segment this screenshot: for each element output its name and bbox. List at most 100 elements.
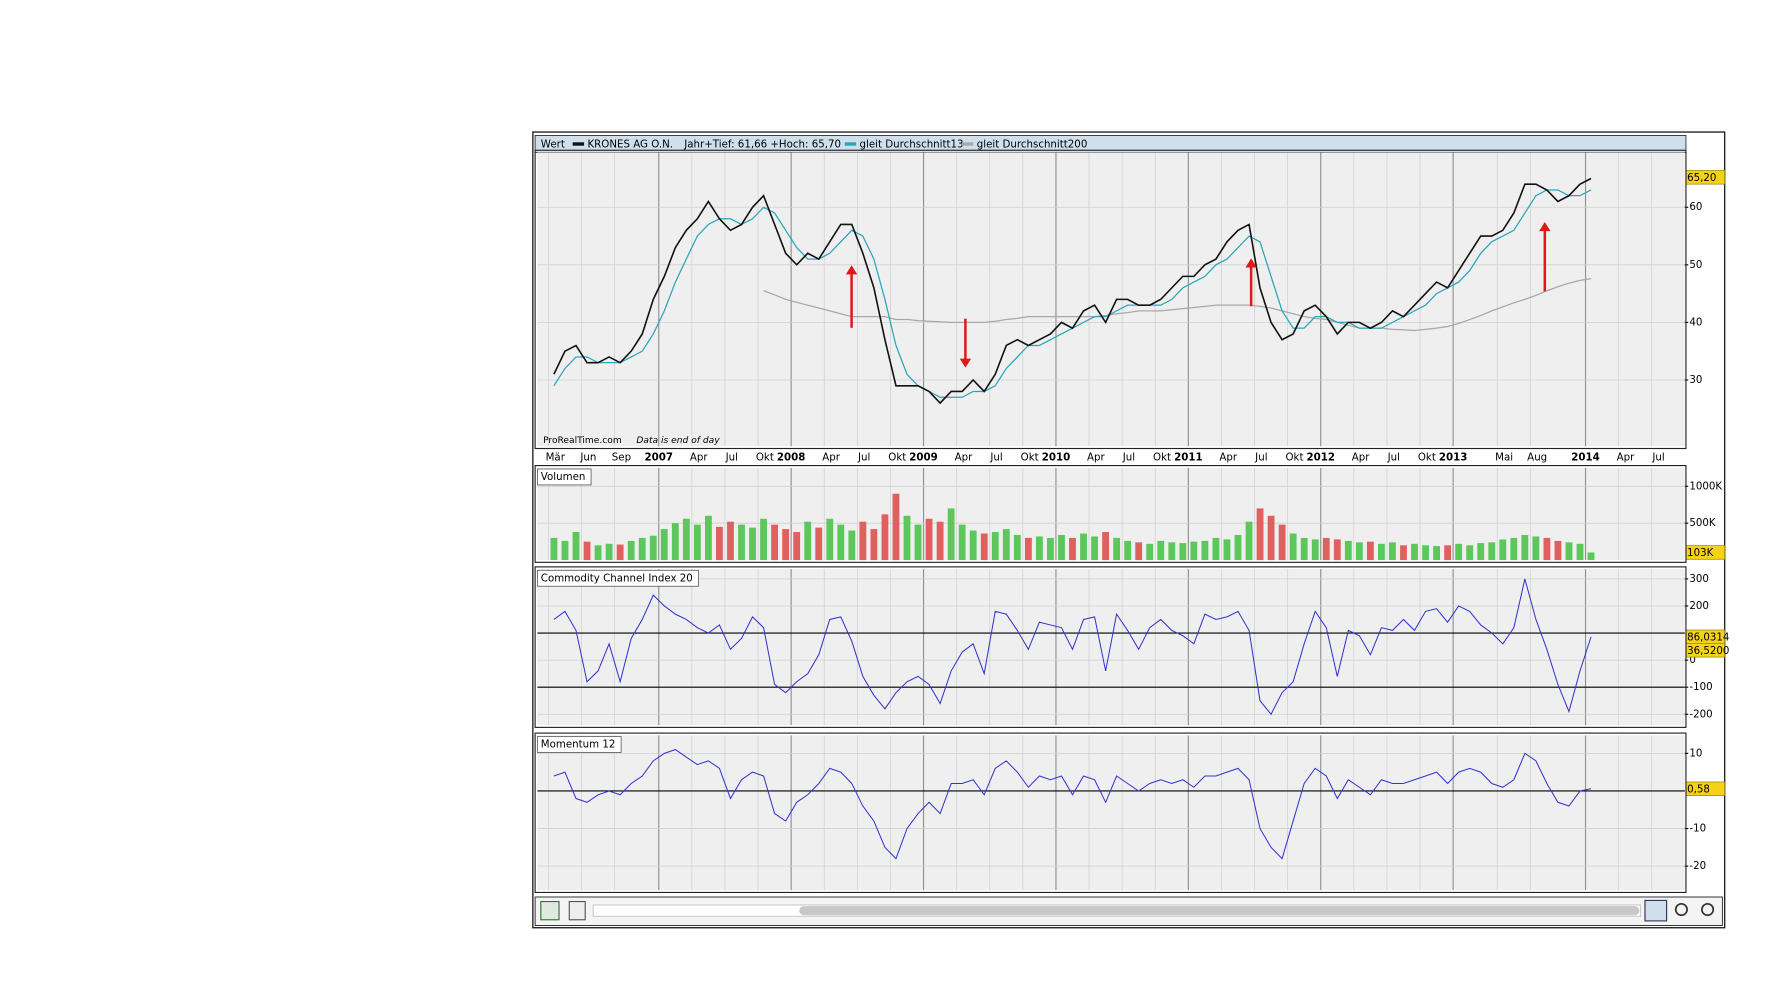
x-tick-label: Okt xyxy=(1021,452,1039,464)
x-tick-label: Apr xyxy=(690,452,708,464)
volume-bar xyxy=(1212,537,1220,561)
scrollbar-thumb[interactable] xyxy=(799,906,1640,916)
volume-bar xyxy=(1344,540,1352,561)
panel-title: Momentum 12 xyxy=(541,738,616,750)
y-tick-label: 10 xyxy=(1689,747,1702,759)
toolbar xyxy=(534,896,1723,926)
header-subtitle: Jahr+Tief: 61,66 +Hoch: 65,70 xyxy=(683,139,841,151)
x-tick-label: Mär xyxy=(546,452,566,464)
volume-bar xyxy=(1223,539,1231,561)
volume-bar xyxy=(1300,537,1308,561)
volume-bar xyxy=(1322,537,1330,561)
plot-frame xyxy=(534,732,1687,894)
value-tag-label: 0,58 xyxy=(1687,783,1710,795)
legend-swatch xyxy=(844,142,857,146)
volume-bar xyxy=(892,493,900,561)
y-tick-label: 300 xyxy=(1689,573,1709,585)
y-tick-label: 200 xyxy=(1689,600,1709,612)
legend-entry: KRONES AG O.N. xyxy=(587,139,673,151)
volume-bar xyxy=(693,524,701,561)
settings-icon[interactable] xyxy=(568,900,586,921)
chart-icon[interactable] xyxy=(540,900,560,921)
x-tick-label: Okt xyxy=(1285,452,1303,464)
x-tick-label: Jun xyxy=(579,452,596,464)
volume-bar xyxy=(958,524,966,561)
volume-bar xyxy=(1024,537,1032,561)
plot-frame xyxy=(534,465,1687,563)
volume-bar xyxy=(1124,540,1132,561)
volume-bar xyxy=(1565,542,1573,561)
volume-bar xyxy=(1466,545,1474,561)
volume-bar xyxy=(1069,537,1076,561)
volume-bar xyxy=(1389,542,1396,561)
x-tick-label: 2012 xyxy=(1306,452,1334,464)
volume-bar xyxy=(826,518,834,561)
volume-bar xyxy=(1234,534,1242,561)
volume-bar xyxy=(572,532,580,561)
plots: 30 40 50 60 65,20 1000K 500K 103K Volumen 300 200 0… xyxy=(534,139,1729,894)
volume-bar xyxy=(1543,537,1551,561)
zoom-in[interactable] xyxy=(1701,902,1715,917)
arrow-head xyxy=(1539,221,1551,232)
volume-bar xyxy=(1035,536,1043,561)
volume-bar xyxy=(859,521,867,561)
plot-area xyxy=(537,735,1685,891)
data-line xyxy=(553,177,1592,405)
volume-bar xyxy=(1587,552,1595,561)
data-line xyxy=(553,578,1592,716)
x-tick-label: Jul xyxy=(857,452,870,464)
y-tick-label: 50 xyxy=(1689,259,1702,271)
volume-bar xyxy=(1157,540,1165,561)
volume-bar xyxy=(1333,539,1341,561)
volume-bar xyxy=(1510,537,1518,561)
volume-bar xyxy=(1521,534,1529,561)
x-tick-label: Aug xyxy=(1527,452,1547,464)
volume-bar xyxy=(561,540,569,561)
volume-bar xyxy=(1013,534,1021,561)
volume-bar xyxy=(936,521,944,561)
volume-bar xyxy=(1400,545,1407,561)
volume-bar xyxy=(980,533,988,561)
x-tick-label: 2007 xyxy=(645,452,673,464)
x-tick-label: Apr xyxy=(822,452,840,464)
volume-bar xyxy=(1102,532,1110,561)
arrow-head xyxy=(845,265,858,275)
volume-bar xyxy=(1058,534,1065,561)
legend-swatch xyxy=(961,142,974,146)
zoom-select[interactable] xyxy=(1644,899,1668,922)
y-tick-label: 40 xyxy=(1689,316,1702,328)
volume-bar xyxy=(947,508,955,561)
volume-bar xyxy=(1278,524,1286,561)
x-tick-label: Jul xyxy=(725,452,738,464)
volume-bar xyxy=(782,529,790,561)
volume-bar xyxy=(1256,508,1264,561)
volume-bar xyxy=(914,524,922,561)
x-tick-label: 2009 xyxy=(909,452,937,464)
volume-bar xyxy=(738,524,745,561)
x-tick-label: 2010 xyxy=(1042,452,1070,464)
volume-bar xyxy=(1355,542,1363,561)
value-tag-label: 103K xyxy=(1687,547,1714,559)
volume-bar xyxy=(550,537,558,561)
volume-bar xyxy=(583,541,591,561)
source: ProRealTime.com xyxy=(543,436,622,446)
volume-bar xyxy=(1289,533,1297,561)
zoom-out[interactable] xyxy=(1674,902,1688,917)
volume-bar xyxy=(1366,541,1374,561)
value-tag-label: 65,20 xyxy=(1687,172,1716,184)
volume-bar xyxy=(991,532,999,561)
volume-bar xyxy=(1411,543,1418,561)
y-tick-label: -200 xyxy=(1689,708,1712,720)
volume-bar xyxy=(969,530,977,561)
x-tick-label: 2008 xyxy=(777,452,805,464)
volume-bar xyxy=(1311,539,1319,561)
volume-bar xyxy=(1532,536,1540,561)
arrow-head xyxy=(1245,258,1257,268)
x-tick-label: Mai xyxy=(1495,452,1513,464)
x-tick-label: Jul xyxy=(1651,452,1664,464)
y-tick-label: 0 xyxy=(1689,654,1696,666)
value-tag-label: 86,0314 xyxy=(1687,631,1729,643)
volume-bar xyxy=(1477,543,1485,561)
x-tick-label: Apr xyxy=(1352,452,1370,464)
